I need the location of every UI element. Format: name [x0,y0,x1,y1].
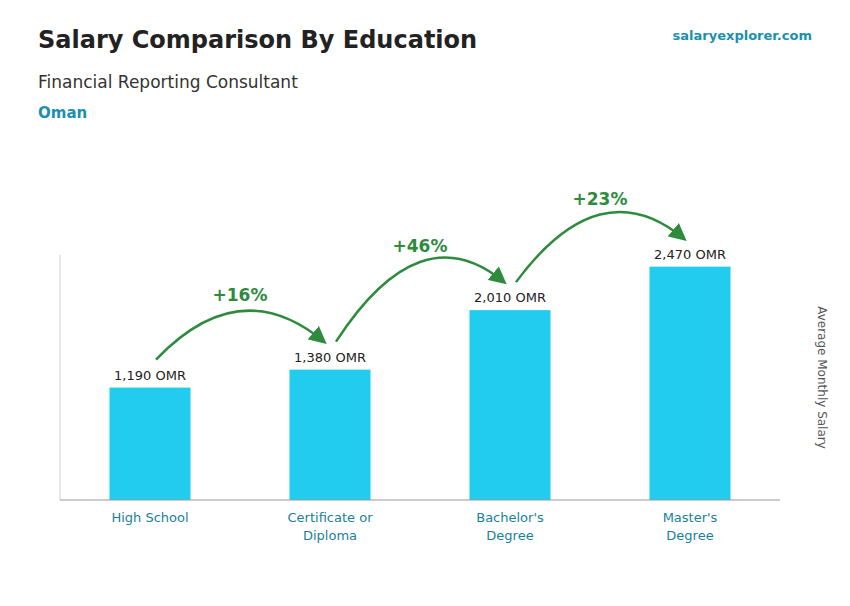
annotation: +46% [393,236,448,256]
y-label: Average Monthly Salary [815,306,829,449]
x-tick-label: Master'sDegree [663,510,718,543]
arrow [516,212,684,282]
bars [110,267,731,500]
title: Salary Comparison By Education [38,26,477,54]
annotation: +23% [573,189,628,209]
bar [110,388,191,500]
data-label: 2,470 OMR [654,247,726,262]
bar [650,267,731,500]
country: Oman [38,104,87,122]
y-axis-line [60,255,61,500]
x-tick-label: High School [111,510,188,525]
bar [470,310,551,500]
subtitle: Financial Reporting Consultant [38,72,298,92]
annotation: +16% [213,285,268,305]
data-label: 2,010 OMR [474,290,546,305]
x-tick-label: Bachelor'sDegree [476,510,544,543]
x-tick-label: Certificate orDiploma [288,510,374,543]
data-label: 1,380 OMR [294,350,366,365]
source: salaryexplorer.com [673,28,812,43]
arrow [156,311,324,360]
data-label: 1,190 OMR [114,368,186,383]
chart: Salary Comparison By Education Financial … [0,0,850,606]
bar [290,370,371,500]
arrow [336,258,504,342]
x-axis-line [60,500,780,501]
